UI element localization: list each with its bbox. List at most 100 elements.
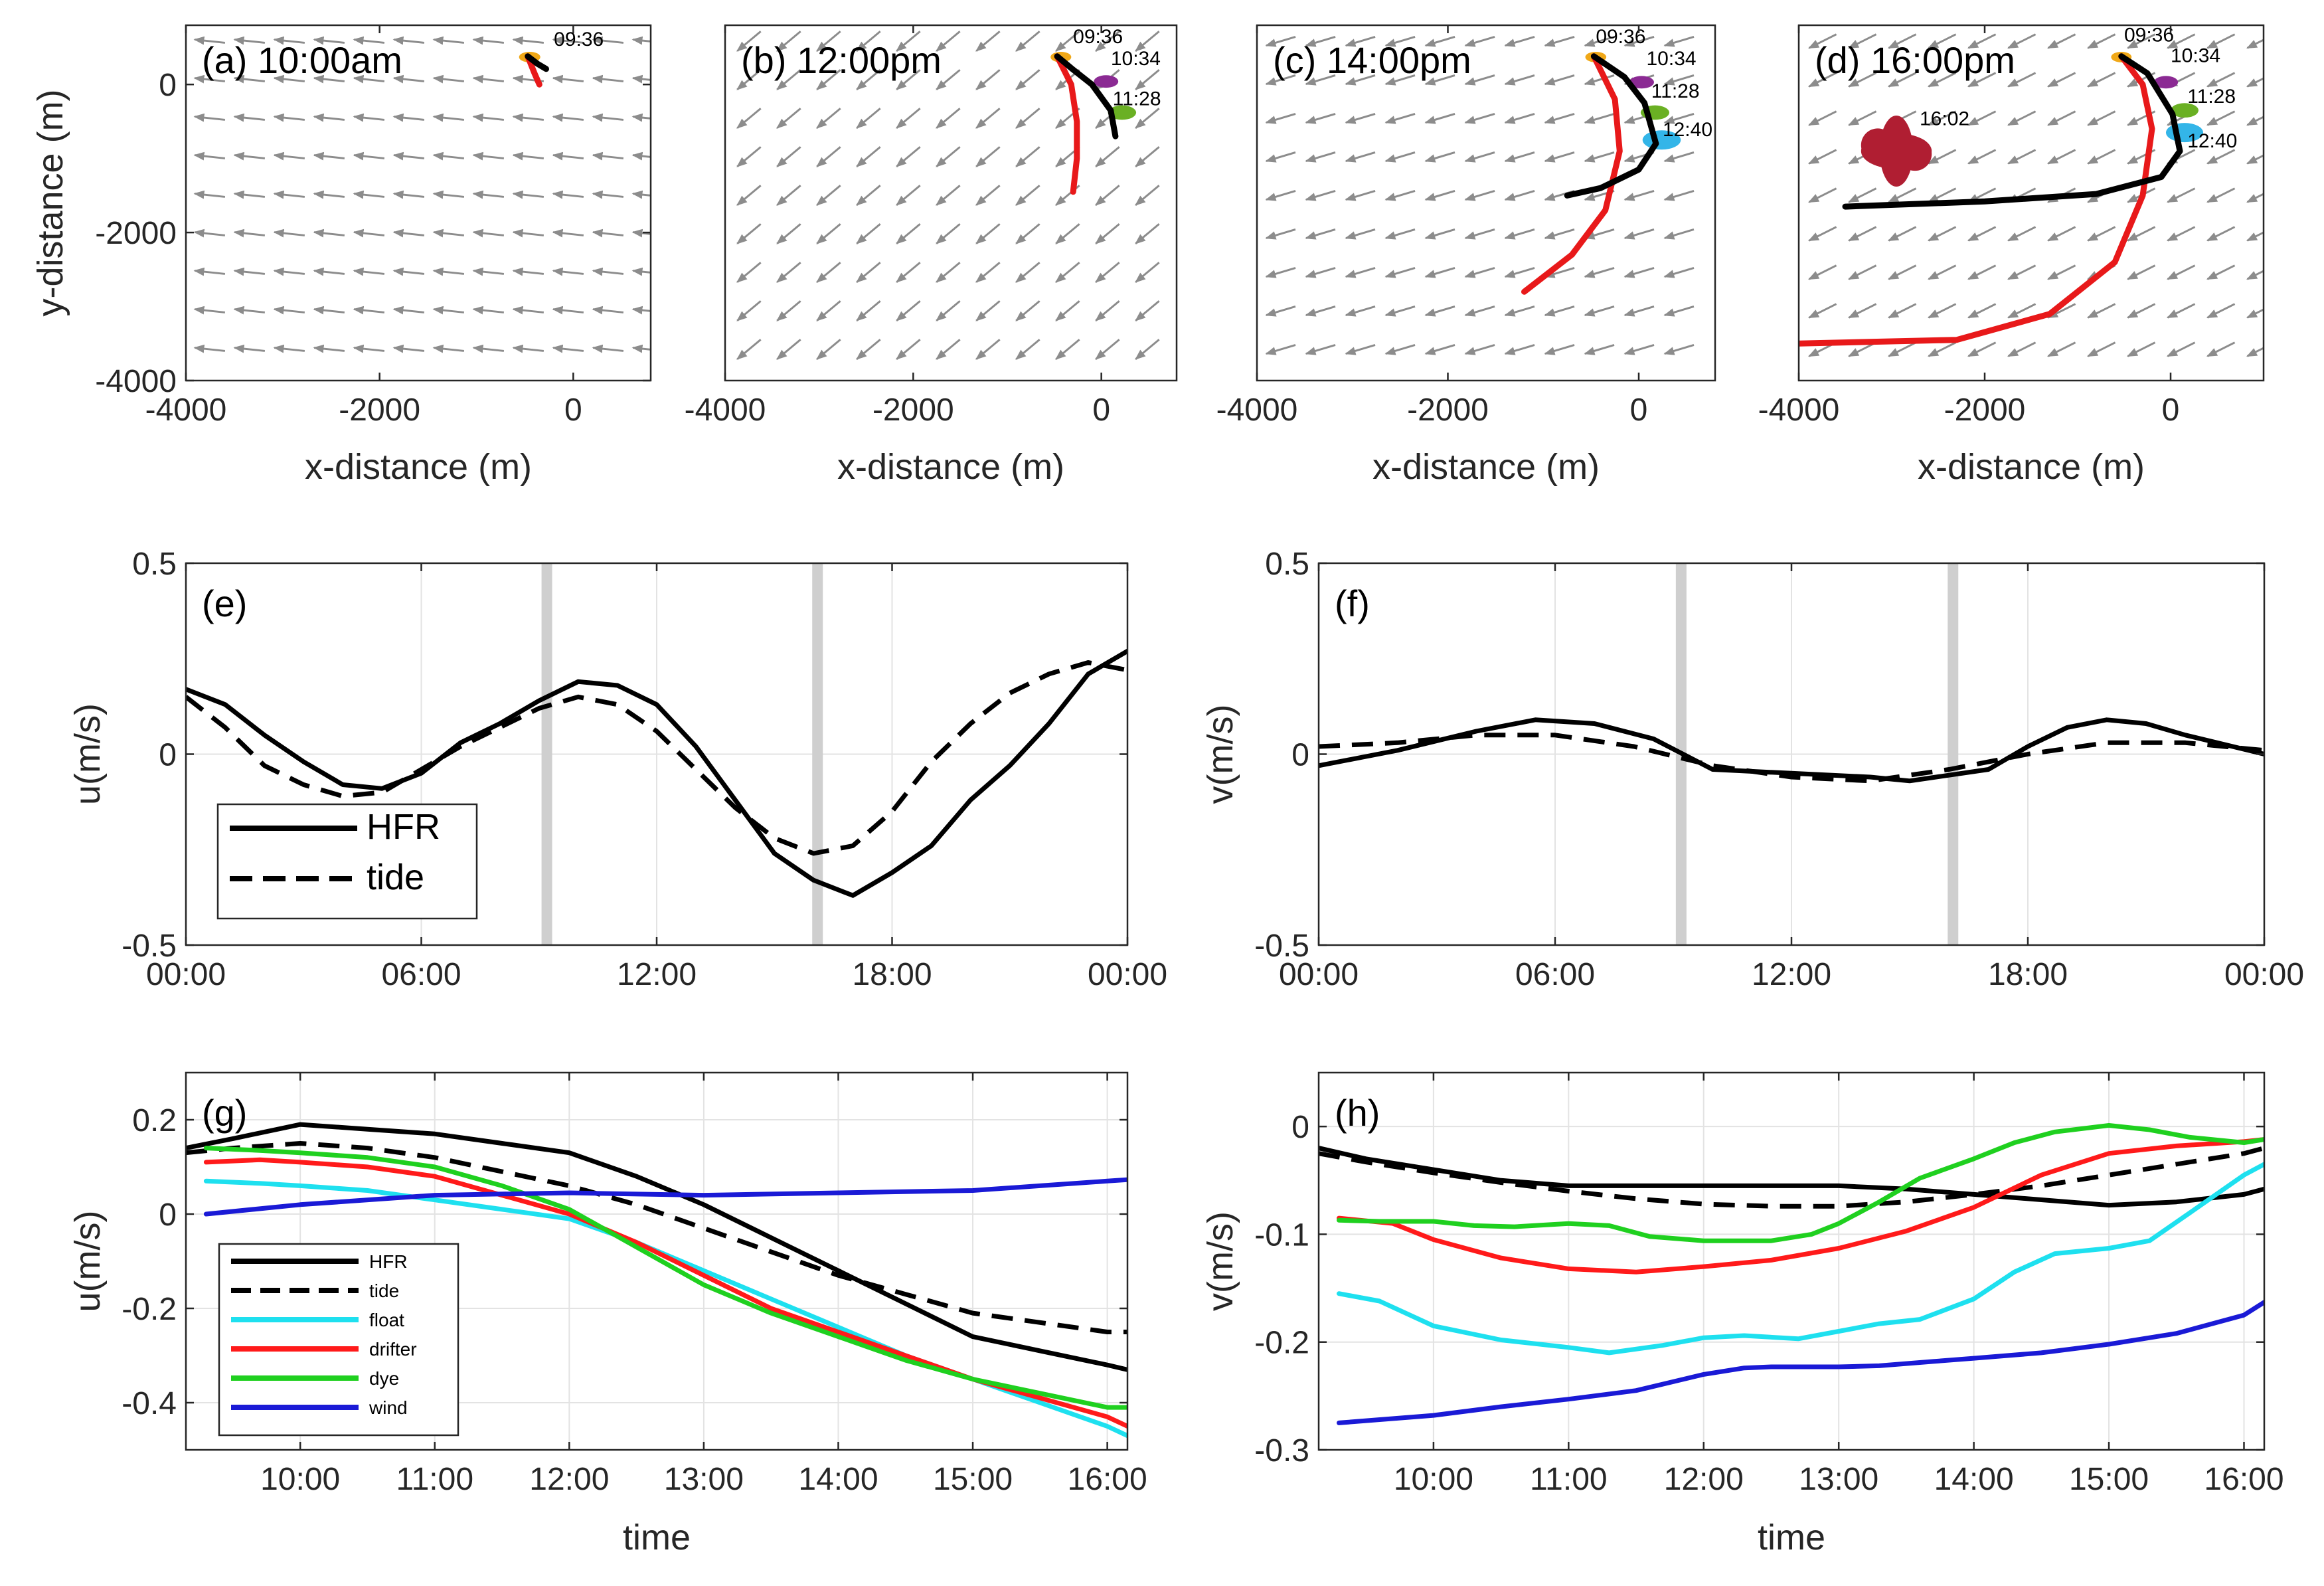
dye-patch-lobe: [1898, 137, 1932, 171]
velocity-vector: [1345, 74, 1376, 86]
x-axis-label: x-distance (m): [305, 447, 532, 487]
velocity-vector: [1424, 35, 1455, 47]
velocity-vector: [193, 344, 226, 353]
velocity-vector: [1305, 189, 1336, 201]
axes-frame: [1797, 24, 2265, 382]
panel-label: (b) 12:00pm: [741, 39, 942, 81]
velocity-vector: [1384, 228, 1416, 240]
velocity-vector: [1424, 305, 1455, 317]
legend-label-dye: dye: [369, 1368, 399, 1389]
velocity-vector: [2206, 33, 2236, 49]
velocity-vector: [1384, 74, 1416, 86]
panel-label: (c) 14:00pm: [1273, 39, 1471, 81]
velocity-vector: [1265, 151, 1296, 163]
series-line-wind: [1337, 1300, 2264, 1425]
x-tick-label: -2000: [339, 393, 420, 428]
velocity-vector: [816, 300, 841, 321]
x-tick-label: 11:00: [1530, 1462, 1608, 1497]
y-tick-label: 0.2: [132, 1103, 177, 1138]
velocity-vector: [1464, 305, 1495, 317]
velocity-vector: [273, 36, 305, 45]
x-axis-label: time: [623, 1518, 691, 1557]
x-tick-label: 13:00: [664, 1462, 744, 1497]
velocity-vector: [776, 300, 801, 321]
velocity-vector: [273, 267, 305, 276]
velocity-vector: [1464, 228, 1495, 240]
velocity-vector: [1095, 185, 1120, 206]
velocity-vector: [776, 185, 801, 206]
velocity-vector: [592, 228, 624, 238]
velocity-vector: [1623, 266, 1655, 278]
velocity-vector: [1345, 305, 1376, 317]
y-tick-label: -0.2: [122, 1292, 177, 1327]
time-marker-band: [1948, 563, 1959, 945]
velocity-vector: [936, 185, 961, 206]
velocity-vector: [313, 113, 345, 122]
x-axis-label: time: [1758, 1518, 1825, 1557]
y-tick-label: -0.3: [1254, 1433, 1309, 1468]
velocity-vector: [2206, 264, 2236, 280]
velocity-vector: [1504, 189, 1535, 201]
velocity-vector: [1927, 303, 1957, 319]
velocity-vector: [631, 228, 651, 238]
patch-time-label: 16:02: [1920, 108, 1969, 130]
velocity-vector: [592, 151, 624, 161]
x-tick-label: 0: [2162, 393, 2180, 428]
velocity-vector: [392, 306, 425, 315]
velocity-vector: [592, 113, 624, 122]
velocity-vector: [512, 36, 544, 45]
velocity-vector: [1345, 151, 1376, 163]
x-tick-label: 12:00: [1664, 1462, 1744, 1497]
velocity-vector: [2046, 226, 2076, 242]
velocity-vector: [1384, 151, 1416, 163]
velocity-vector: [856, 300, 881, 321]
hfr-trajectory: [525, 53, 549, 72]
velocity-vector: [1504, 305, 1535, 317]
velocity-vector: [1305, 151, 1336, 163]
y-axis-label: u(m/s): [68, 1211, 108, 1312]
velocity-vector: [1807, 226, 1837, 242]
velocity-vector: [1927, 187, 1957, 203]
velocity-vector: [631, 267, 651, 276]
velocity-vector: [1095, 300, 1120, 321]
velocity-vector: [1847, 33, 1877, 49]
velocity-vector: [2126, 33, 2156, 49]
panel-label: (f): [1335, 582, 1370, 624]
plot-content: [736, 31, 1160, 360]
velocity-vector: [1927, 149, 1957, 165]
velocity-vector: [1135, 262, 1160, 283]
panel-h: 10:00 11:00 12:00 13:00 14:00 15:00 16:00 -0.3 -…: [1201, 1071, 2284, 1557]
velocity-vector: [856, 146, 881, 167]
velocity-vector: [1807, 110, 1837, 126]
velocity-vector: [1504, 151, 1535, 163]
x-tick-label: 0: [564, 393, 582, 428]
velocity-vector: [1663, 35, 1695, 47]
velocity-vector: [1095, 339, 1120, 360]
velocity-vector: [2246, 77, 2264, 88]
velocity-vector: [936, 146, 961, 167]
velocity-vector: [2086, 33, 2116, 49]
velocity-vector: [1584, 228, 1615, 240]
velocity-vector: [193, 228, 226, 238]
axes-frame: [185, 24, 652, 382]
velocity-vector: [1135, 69, 1160, 90]
velocity-vector: [975, 185, 1001, 206]
velocity-vector: [736, 185, 762, 206]
velocity-vector: [1584, 74, 1615, 86]
velocity-vector: [2126, 341, 2156, 357]
velocity-vector: [1345, 112, 1376, 124]
y-tick-label: -4000: [95, 364, 177, 399]
y-axis-label: v(m/s): [1201, 705, 1240, 804]
velocity-vector: [856, 69, 881, 90]
velocity-vector: [975, 339, 1001, 360]
x-tick-label: -4000: [1758, 393, 1840, 428]
velocity-vector: [975, 69, 1001, 90]
velocity-vector: [1927, 110, 1957, 126]
velocity-vector: [631, 74, 651, 84]
y-tick-label: 0.5: [132, 547, 177, 582]
velocity-vector: [1807, 187, 1837, 203]
velocity-vector: [552, 36, 584, 45]
x-tick-label: 12:00: [617, 957, 697, 992]
velocity-vector: [1663, 74, 1695, 86]
